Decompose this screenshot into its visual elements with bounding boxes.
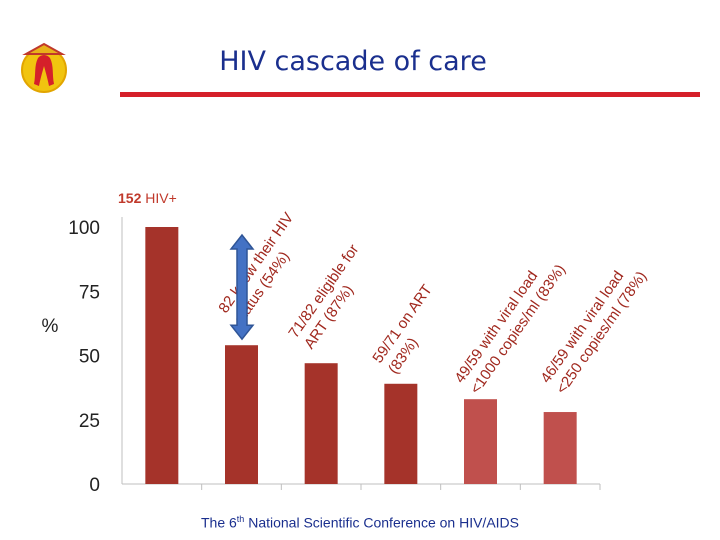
double-arrow-annotation bbox=[229, 233, 255, 341]
title-underline bbox=[120, 92, 700, 97]
y-tick-label: 75 bbox=[79, 282, 100, 303]
footer-superscript: th bbox=[236, 514, 245, 524]
footer-suffix: National Scientific Conference on HIV/AI… bbox=[244, 514, 520, 531]
bar-label: 82 know their HIVstatus (54%) bbox=[215, 210, 312, 328]
logo bbox=[16, 40, 72, 94]
bar bbox=[384, 383, 418, 484]
bar bbox=[145, 227, 179, 484]
bar bbox=[464, 399, 497, 484]
y-tick-label: 100 bbox=[68, 218, 100, 239]
y-tick-label: 50 bbox=[79, 347, 100, 368]
bar-label: 152 HIV+ bbox=[118, 190, 177, 206]
bar-label-count: 152 bbox=[118, 190, 142, 206]
bar bbox=[225, 345, 258, 484]
page-title: HIV cascade of care bbox=[219, 46, 487, 77]
y-tick-label: 25 bbox=[79, 411, 100, 432]
bar-label-text: HIV+ bbox=[141, 190, 176, 206]
y-tick-label: 0 bbox=[89, 475, 100, 496]
bar-label: 59/71 on ART(83%) bbox=[369, 282, 451, 378]
bar bbox=[304, 363, 338, 484]
y-axis-label: % bbox=[42, 316, 59, 337]
footer: The 6th National Scientific Conference o… bbox=[0, 514, 720, 531]
bar-label: 71/82 eligible forART (87%) bbox=[285, 241, 378, 352]
footer-prefix: The 6 bbox=[200, 514, 237, 531]
red-ribbon-icon bbox=[21, 42, 67, 93]
bar bbox=[543, 412, 577, 484]
